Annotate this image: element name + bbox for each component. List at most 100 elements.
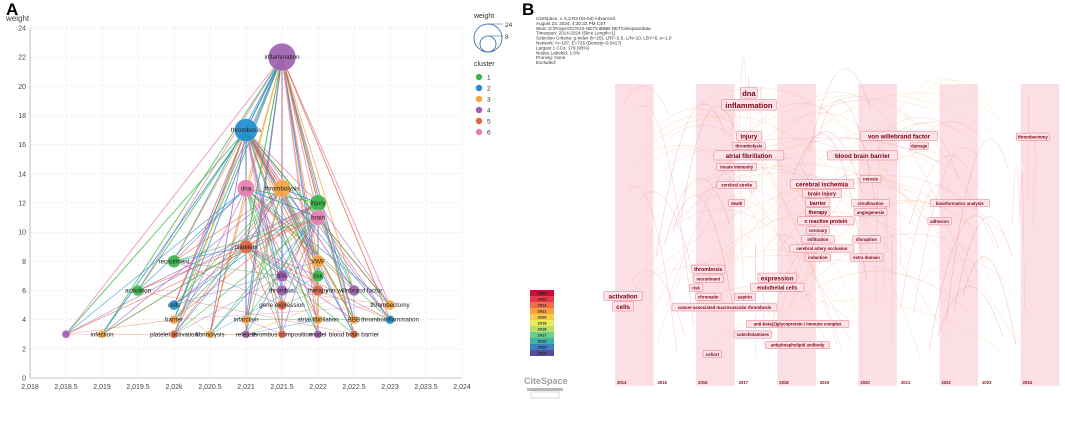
- weight-legend: weight 24 8: [473, 13, 513, 53]
- cluster-legend-dot: [475, 117, 483, 125]
- link-curve: [788, 270, 970, 313]
- x-tick-label: 2,023.5: [414, 384, 437, 391]
- year-band: [939, 84, 979, 386]
- x-tick-label: 2,023: [381, 384, 399, 391]
- keyword-label: blood brain barrier: [835, 153, 891, 160]
- scale-swatch: [530, 332, 554, 338]
- keyword-label: cerebral stroke: [721, 183, 752, 188]
- network-node: [205, 330, 215, 339]
- network-node: [277, 330, 287, 339]
- network-edge: [281, 56, 391, 306]
- network-edge: [281, 57, 319, 218]
- network-edge: [317, 290, 391, 320]
- node-label: activation: [125, 288, 152, 295]
- keyword-box: [859, 175, 882, 183]
- link-curve: [809, 68, 871, 153]
- link-curve: [627, 186, 678, 352]
- panel-a-letter: A: [6, 0, 18, 19]
- keyword-box: [851, 199, 890, 208]
- scale-swatch: [530, 320, 554, 326]
- scale-swatch: [530, 314, 554, 320]
- network-edge: [245, 246, 283, 306]
- header-line: WoS: D:\Project\COCIS-NET\citBBB-NET\cit…: [536, 26, 651, 31]
- network-node: [349, 315, 359, 325]
- link-curve: [674, 209, 851, 341]
- link-curve: [622, 86, 669, 115]
- x-tick-label: 2,018: [21, 384, 39, 391]
- year-label: 2022: [942, 380, 952, 385]
- network-edge: [281, 290, 319, 306]
- cluster-legend-items: 1 2 3 4 5 6: [475, 73, 491, 136]
- year-label: 2016: [698, 380, 708, 385]
- network-edge: [245, 319, 283, 335]
- network-edge: [65, 129, 247, 335]
- network-node: [313, 330, 323, 339]
- network-edge: [173, 246, 247, 262]
- x-tick-label: 2,018.5: [54, 384, 77, 391]
- link-curve: [771, 117, 961, 335]
- node-label: gene expression: [259, 302, 305, 309]
- network-edge: [245, 129, 319, 218]
- link-curve: [1020, 173, 1025, 311]
- panel-b-letter: B: [522, 0, 534, 19]
- keyword-box: [849, 253, 884, 262]
- link-curve: [921, 260, 1034, 320]
- node-label: platelets: [234, 244, 257, 251]
- link-curve: [962, 256, 1017, 346]
- network-edge: [173, 129, 247, 262]
- keyword-label: innate immunity: [720, 165, 754, 170]
- scale-year: 2018: [538, 326, 548, 331]
- node-label: atrial fibrillation: [297, 317, 339, 324]
- keyword-box: [732, 141, 766, 150]
- link-curve: [875, 129, 884, 305]
- header-line: CiteSpace, v. 6.3.R3 (64-bit) Advanced: [536, 16, 616, 21]
- network-edge: [173, 261, 283, 277]
- y-tick-label: 22: [18, 55, 26, 62]
- header-line: Nodes Labeled: 1.0%: [536, 50, 580, 55]
- link-curve: [631, 270, 686, 339]
- scale-year: 2022: [538, 302, 548, 307]
- scale-year: 2014: [538, 350, 548, 355]
- keyword-box: [853, 208, 888, 217]
- year-label: 2021: [901, 380, 911, 385]
- network-edge: [137, 188, 247, 291]
- node-label: thromboinflammation: [361, 317, 419, 324]
- keyword-label: antiphospholipid antibody: [771, 343, 825, 348]
- link-curve: [805, 201, 978, 283]
- network-edge: [65, 217, 319, 335]
- network-edge: [173, 261, 283, 306]
- keyword-label: angiogenesis: [857, 210, 885, 215]
- keyword-label: cerebral ischemia: [796, 182, 849, 189]
- network-edge: [137, 56, 283, 291]
- link-curve: [643, 115, 829, 167]
- network-node: [234, 118, 258, 142]
- network-edge: [281, 56, 391, 320]
- scale-swatch: [530, 290, 554, 296]
- keyword-box: [790, 179, 854, 189]
- header-line: Timespan: 2014-2024 (Slice Length=1): [536, 31, 616, 36]
- x-tick-label: 2,022.5: [342, 384, 365, 391]
- node-label: therapy: [308, 288, 330, 295]
- keyword-label: atrial fibrillation: [726, 153, 773, 160]
- keyword-label: cancer-associated macrovascular thrombos…: [678, 305, 772, 310]
- header-line: Selection Criteria: g-index (k=25), LRF=…: [536, 36, 672, 41]
- network-edge: [137, 290, 355, 335]
- network-edge: [245, 246, 355, 320]
- link-curve: [792, 131, 863, 193]
- x-tick-label: 2,021: [237, 384, 255, 391]
- node-label: fibrinolysis: [196, 331, 225, 338]
- keyword-label: induction: [808, 255, 828, 260]
- keyword-box: [765, 341, 830, 349]
- y-tick-label: 20: [18, 84, 26, 91]
- network-node: [313, 315, 323, 325]
- network-edge: [173, 246, 247, 320]
- scale-year: 2021: [538, 308, 548, 313]
- network-edge: [245, 319, 319, 335]
- keyword-label: adhesion: [930, 219, 949, 224]
- scale-swatch: [530, 296, 554, 302]
- y-tick-label: 14: [18, 171, 26, 178]
- header-line: August 23, 2024, 4:30:32 PM CST: [536, 21, 606, 26]
- network-edge: [281, 217, 319, 306]
- scale-year: 2019: [538, 320, 548, 325]
- node-label: injury: [311, 200, 327, 207]
